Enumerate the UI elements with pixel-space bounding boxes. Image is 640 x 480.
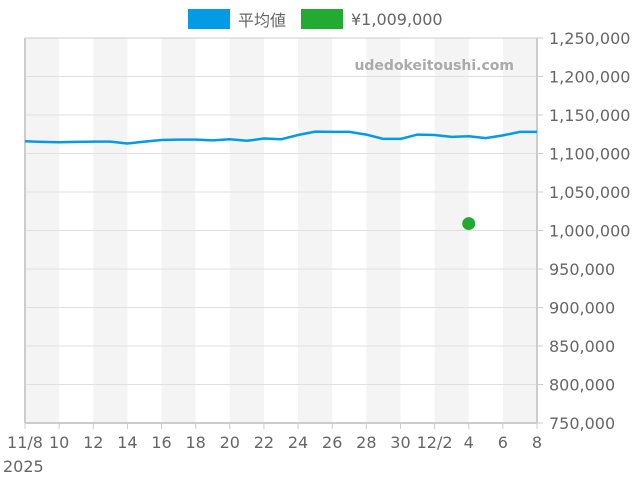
legend-label-average: 平均値 <box>238 11 287 30</box>
x-tick-label: 4 <box>464 433 474 452</box>
x-tick-label: 16 <box>151 433 171 452</box>
y-axis-labels: 1,250,000 1,200,000 1,150,000 1,100,000 1,05… <box>549 29 630 433</box>
axes <box>24 37 538 429</box>
x-tick-label: 11/8 <box>7 433 43 452</box>
legend-swatch-price <box>301 9 343 29</box>
y-tick-label: 1,150,000 <box>549 106 630 125</box>
legend-item-price[interactable]: ¥1,009,000 <box>301 8 443 30</box>
y-tick-label: 1,000,000 <box>549 222 630 241</box>
price-points <box>462 217 476 231</box>
x-tick-label: 28 <box>356 433 376 452</box>
average-price-line <box>24 130 537 145</box>
y-tick-label: 1,200,000 <box>549 68 630 87</box>
y-tick-label: 1,250,000 <box>549 29 630 48</box>
y-tick-label: 750,000 <box>549 414 615 433</box>
y-tick-label: 950,000 <box>549 260 615 279</box>
x-tick-label: 12/2 <box>417 433 453 452</box>
y-tick-label: 1,050,000 <box>549 183 630 202</box>
x-tick-label: 10 <box>49 433 69 452</box>
x-tick-label: 8 <box>532 433 542 452</box>
price-point[interactable] <box>462 217 476 231</box>
x-axis-labels: 11/8 10 12 14 16 18 20 22 24 26 28 30 12/2 4 6 8 <box>7 433 542 452</box>
x-tick-label: 30 <box>390 433 410 452</box>
watermark: udedokeitoushi.com <box>354 58 514 74</box>
x-tick-label: 18 <box>185 433 205 452</box>
x-tick-label: 22 <box>254 433 274 452</box>
x-axis-year-label: 2025 <box>3 457 44 476</box>
x-tick-label: 6 <box>498 433 508 452</box>
legend-swatch-average <box>188 9 230 29</box>
y-tick-label: 1,100,000 <box>549 145 630 164</box>
chart-legend: 平均値 ¥1,009,000 <box>0 8 640 30</box>
x-tick-label: 20 <box>220 433 240 452</box>
y-tick-label: 800,000 <box>549 376 615 395</box>
legend-item-average[interactable]: 平均値 <box>188 8 286 30</box>
y-tick-label: 900,000 <box>549 299 615 318</box>
x-tick-label: 14 <box>117 433 137 452</box>
x-tick-label: 26 <box>322 433 342 452</box>
x-tick-label: 12 <box>83 433 103 452</box>
legend-label-price: ¥1,009,000 <box>351 9 443 29</box>
x-tick-label: 24 <box>288 433 308 452</box>
y-tick-label: 850,000 <box>549 337 615 356</box>
